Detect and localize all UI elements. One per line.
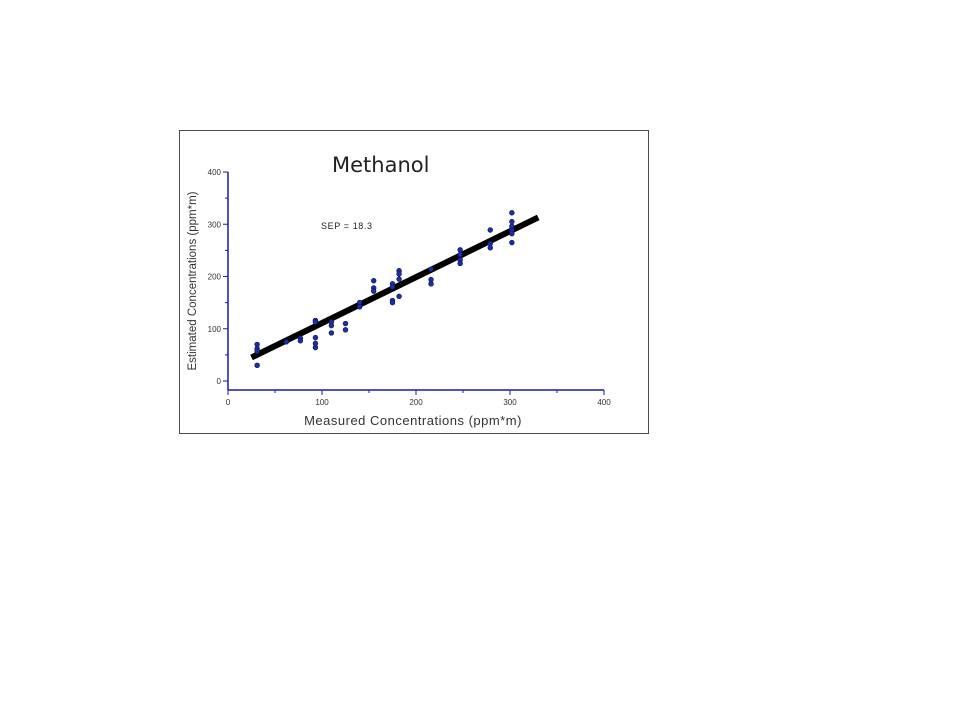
sep-annotation: SEP = 18.3 — [321, 221, 373, 231]
chart-frame: Methanol SEP = 18.3 Estimated Concentrat… — [179, 130, 649, 434]
data-point — [396, 293, 402, 300]
data-point — [487, 227, 493, 233]
data-point — [371, 288, 377, 294]
data-point — [312, 334, 319, 341]
data-point — [428, 266, 434, 272]
y-tick-label: 100 — [208, 325, 222, 334]
data-point — [389, 299, 396, 306]
data-point — [457, 260, 463, 267]
y-axis-label: Estimated Concentrations (ppm*m) — [187, 191, 199, 370]
scatter-chart: Methanol SEP = 18.3 Estimated Concentrat… — [187, 153, 611, 428]
x-tick-label: 300 — [503, 398, 517, 407]
data-point — [371, 277, 377, 284]
data-point — [457, 251, 463, 258]
y-tick-label: 0 — [217, 377, 222, 386]
data-point — [356, 304, 363, 310]
data-point — [297, 338, 304, 344]
data-point — [509, 218, 515, 225]
x-tick-label: 0 — [226, 398, 231, 407]
data-point — [254, 362, 260, 369]
data-point — [328, 322, 335, 329]
y-tick-label: 300 — [208, 220, 222, 229]
x-tick-label: 200 — [409, 398, 423, 407]
data-point — [312, 344, 319, 351]
data-point — [509, 230, 515, 237]
data-point — [509, 239, 515, 246]
data-point — [312, 319, 319, 325]
data-point — [396, 276, 402, 282]
x-tick-label: 400 — [597, 398, 611, 407]
data-point — [254, 348, 260, 354]
y-tick-label: 400 — [208, 168, 222, 177]
chart-title: Methanol — [332, 153, 429, 177]
y-tick-label: 200 — [208, 273, 222, 282]
data-point — [509, 210, 515, 216]
data-point — [283, 339, 289, 345]
data-point — [342, 327, 349, 333]
data-point — [457, 247, 463, 253]
data-point — [428, 281, 434, 287]
data-point — [396, 271, 402, 277]
data-point — [487, 245, 493, 251]
data-point — [389, 284, 396, 290]
data-point — [328, 330, 335, 336]
x-tick-label: 100 — [315, 398, 329, 407]
x-axis-label: Measured Concentrations (ppm*m) — [304, 413, 522, 428]
data-point — [342, 320, 349, 327]
